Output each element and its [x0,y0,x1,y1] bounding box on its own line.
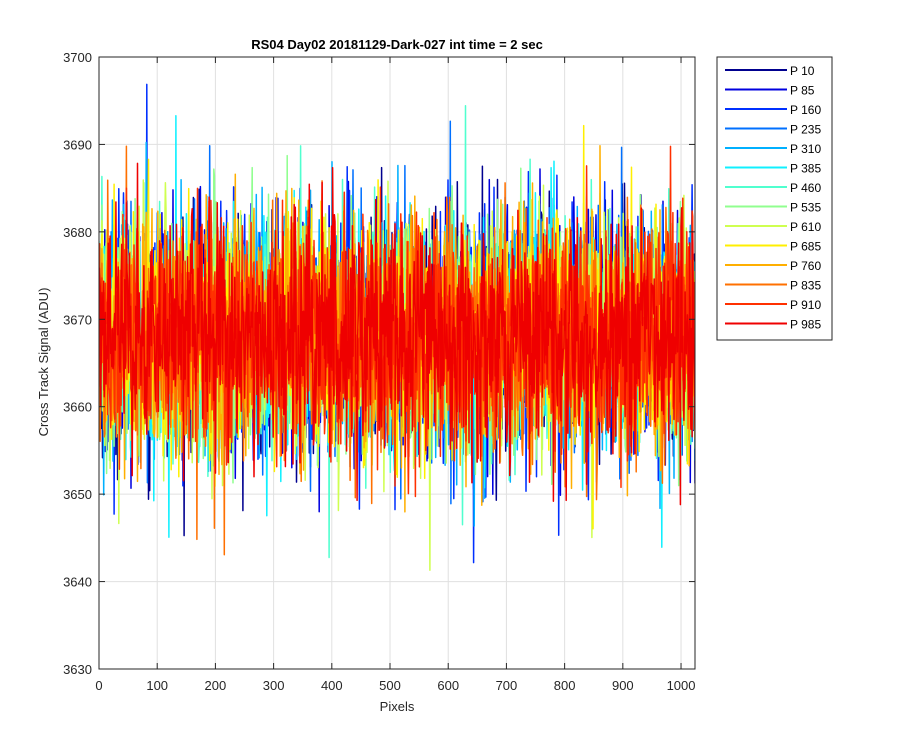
x-tick-label: 0 [95,678,102,693]
legend-label: P 760 [790,259,821,273]
legend-label: P 85 [790,84,815,98]
y-tick-label: 3640 [63,575,92,590]
axis-ticks: 0 100 200 300 400 500 600 700 800 900 1000 3630 3640… [63,50,695,693]
legend-label: P 310 [790,142,821,156]
series-line [99,162,695,506]
legend-label: P 910 [790,298,821,312]
chart-title: RS04 Day02 20181129-Dark-027 int time = … [251,37,543,52]
y-axis-label: Cross Track Signal (ADU) [36,288,51,437]
x-tick-label: 700 [496,678,518,693]
y-tick-label: 3660 [63,400,92,415]
y-tick-label: 3680 [63,225,92,240]
legend-label: P 160 [790,103,821,117]
legend-label: P 685 [790,240,821,254]
x-tick-label: 600 [437,678,459,693]
x-tick-label: 900 [612,678,634,693]
plot-series [99,83,695,572]
axes-box [98,56,696,670]
x-tick-label: 100 [146,678,168,693]
x-tick-label: 300 [263,678,285,693]
legend-label: P 610 [790,220,821,234]
x-tick-label: 800 [554,678,576,693]
legend-label: P 985 [790,318,821,332]
legend-label: P 535 [790,201,821,215]
legend-label: P 835 [790,279,821,293]
legend: P 10 P 85 P 160 P 235 P 310 P 385 P 460 P 535 P … [716,56,833,341]
y-tick-label: 3670 [63,312,92,327]
x-tick-label: 1000 [667,678,696,693]
legend-box [716,56,833,341]
legend-label: P 385 [790,162,821,176]
series-line [99,145,695,498]
y-tick-label: 3650 [63,487,92,502]
x-tick-label: 400 [321,678,343,693]
legend-label: P 10 [790,64,815,78]
y-tick-label: 3690 [63,137,92,152]
y-tick-label: 3700 [63,50,92,65]
legend-label: P 460 [790,181,821,195]
x-tick-label: 200 [205,678,227,693]
x-tick-label: 500 [379,678,401,693]
legend-label: P 235 [790,123,821,137]
y-tick-label: 3630 [63,662,92,677]
x-axis-label: Pixels [380,699,415,714]
